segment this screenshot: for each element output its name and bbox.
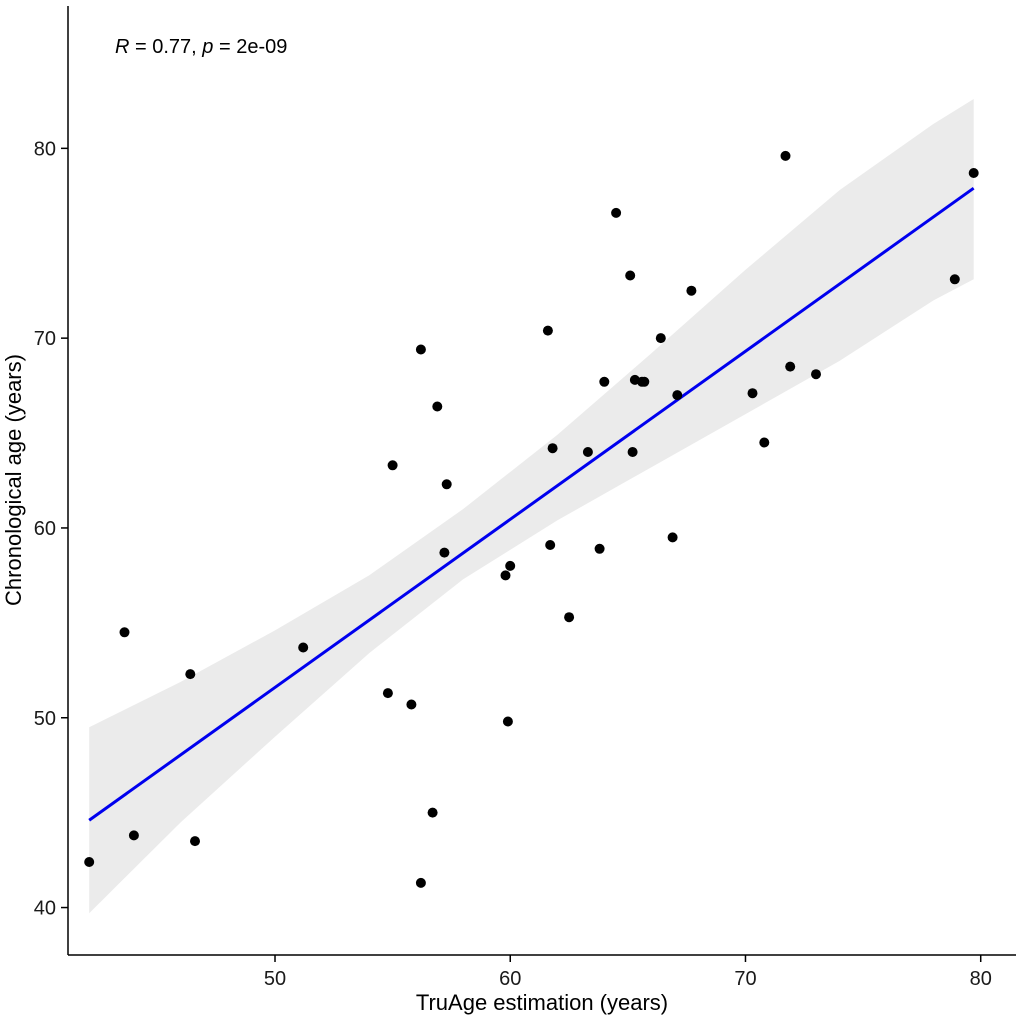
data-point — [439, 547, 450, 558]
data-point — [625, 270, 636, 281]
y-axis-title: Chronological age (years) — [1, 354, 26, 606]
data-point — [406, 699, 417, 710]
data-points-layer — [84, 150, 979, 888]
data-point — [564, 612, 575, 623]
data-point — [747, 388, 758, 399]
r-symbol: R — [115, 36, 129, 58]
data-point — [415, 877, 426, 888]
data-point — [298, 642, 309, 653]
data-point — [84, 857, 95, 867]
correlation-annotation: R = 0.77, p = 2e-09 — [115, 36, 287, 58]
confidence-band — [89, 99, 974, 914]
data-point — [667, 532, 678, 543]
y-axis-ticks: 40 50 60 70 80 — [34, 138, 68, 920]
data-point — [672, 390, 683, 401]
data-point — [627, 447, 638, 457]
data-point — [582, 447, 593, 457]
data-point — [502, 716, 513, 727]
data-point — [759, 437, 770, 448]
y-tick-label: 80 — [34, 138, 56, 160]
data-point — [686, 285, 697, 296]
data-point — [545, 540, 556, 550]
data-point — [500, 570, 511, 581]
x-tick-label: 50 — [264, 968, 286, 990]
x-axis-ticks: 50 60 70 80 — [264, 955, 992, 990]
data-point — [128, 830, 139, 841]
data-point — [611, 207, 622, 218]
data-point — [387, 460, 398, 471]
data-point — [968, 168, 979, 178]
data-point — [594, 543, 605, 554]
data-point — [432, 401, 443, 412]
data-point — [427, 807, 438, 818]
y-tick-label: 40 — [34, 898, 56, 920]
p-value-text: = 2e-09 — [213, 36, 287, 58]
data-point — [542, 325, 553, 336]
data-point — [599, 376, 610, 387]
data-point — [655, 333, 666, 344]
p-symbol: p — [201, 36, 213, 58]
data-point — [780, 150, 791, 161]
data-point — [415, 344, 426, 355]
confidence-band-layer — [89, 99, 974, 914]
data-point — [639, 376, 650, 387]
data-point — [190, 836, 200, 847]
y-tick-label: 50 — [34, 708, 56, 730]
data-point — [547, 443, 558, 454]
data-point — [811, 369, 821, 380]
data-point — [785, 361, 796, 372]
y-tick-label: 60 — [34, 518, 56, 540]
r-value-text: = 0.77, — [129, 36, 202, 58]
data-point — [185, 669, 196, 680]
data-point — [505, 560, 516, 571]
x-tick-label: 80 — [970, 968, 992, 990]
y-tick-label: 70 — [34, 328, 56, 350]
data-point — [949, 274, 960, 285]
regression-line — [88, 186, 975, 822]
data-point — [441, 479, 452, 490]
regression-line-layer — [88, 186, 975, 822]
x-tick-label: 70 — [734, 968, 756, 990]
data-point — [119, 627, 130, 638]
data-point — [382, 688, 393, 699]
x-tick-label: 60 — [499, 968, 521, 990]
x-axis-title: TruAge estimation (years) — [416, 990, 668, 1015]
